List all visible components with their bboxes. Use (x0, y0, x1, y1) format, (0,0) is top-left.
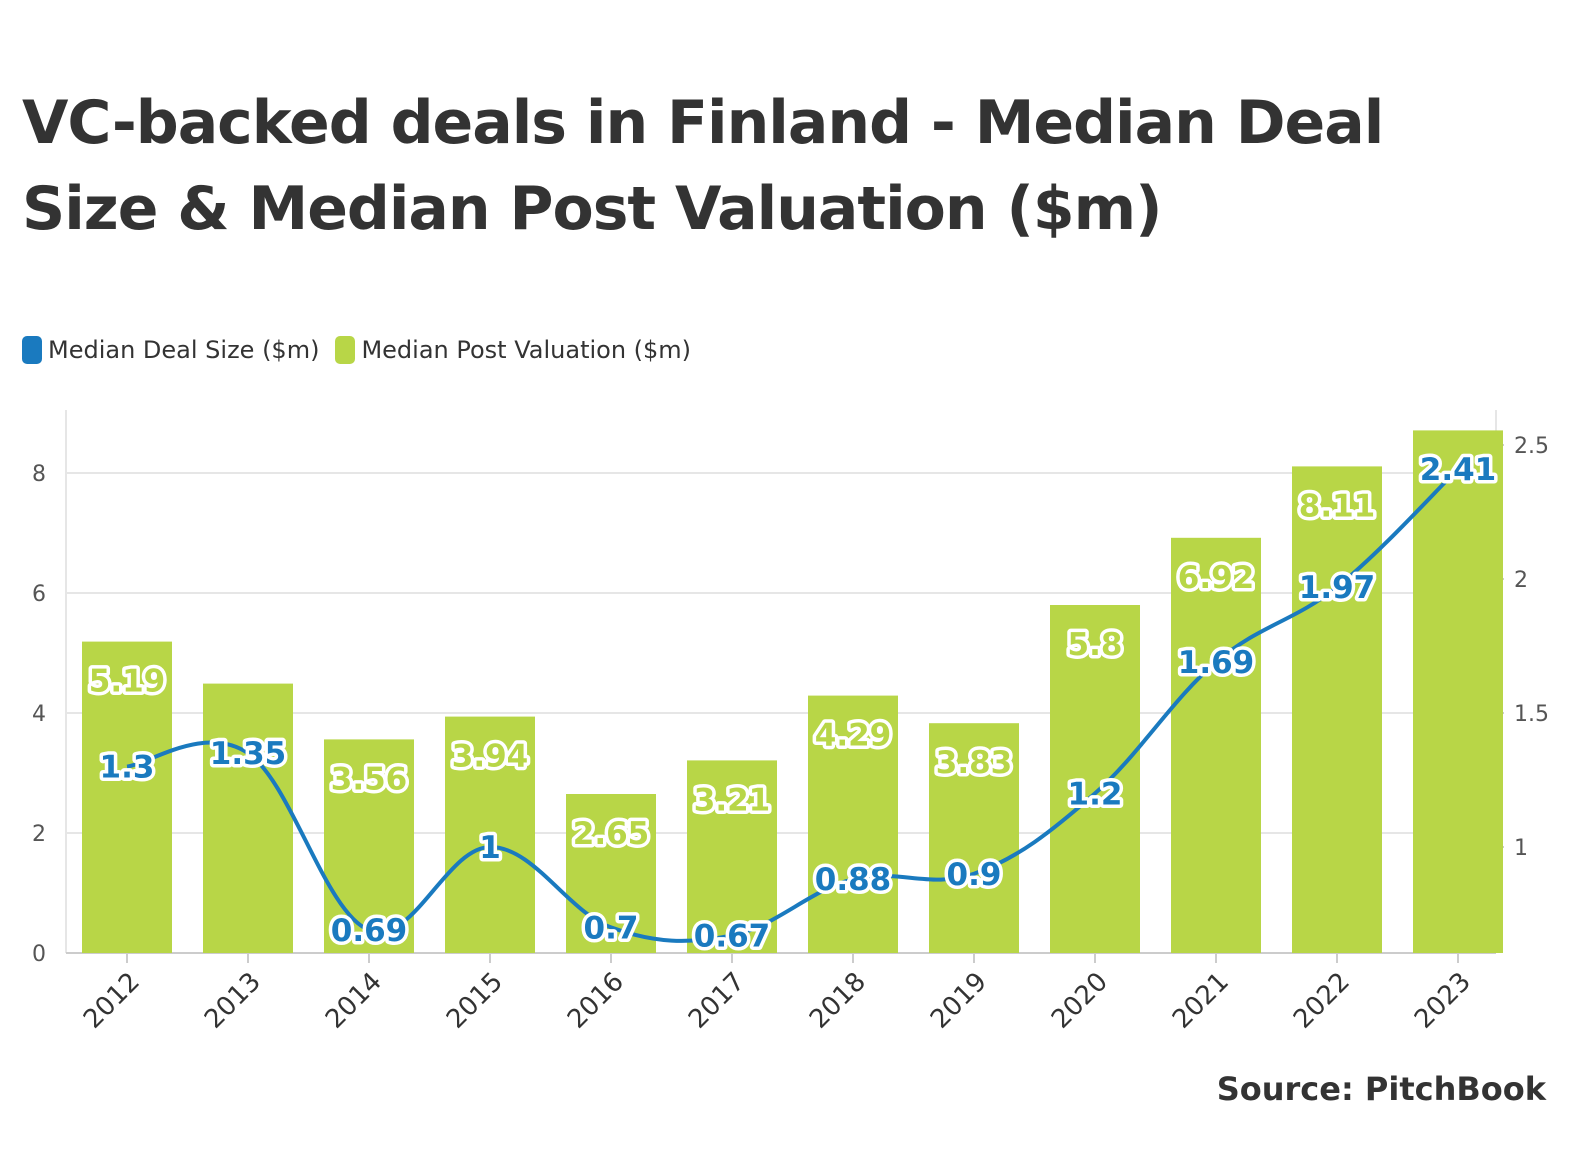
legend: Median Deal Size ($m) Median Post Valuat… (22, 334, 707, 366)
line-data-label: 1.3 (100, 750, 155, 786)
legend-swatch-post-valuation (335, 336, 356, 364)
x-tick-label: 2012 (78, 967, 146, 1035)
bar-data-label: 8.11 (1299, 488, 1376, 524)
y-right-tick-label: 1 (1514, 836, 1528, 861)
line-data-label: 1.69 (1178, 645, 1255, 681)
x-tick-label: 2019 (925, 967, 993, 1035)
line-data-label: 2.41 (1420, 452, 1497, 488)
bar-data-label: 6.92 (1178, 560, 1255, 596)
bar (687, 760, 777, 953)
source-note: Source: PitchBook (1216, 1070, 1546, 1108)
legend-item-deal-size[interactable]: Median Deal Size ($m) (22, 336, 319, 364)
x-tick-label: 2021 (1167, 967, 1235, 1035)
x-tick-label: 2015 (441, 967, 509, 1035)
bar-data-label: 5.8 (1068, 627, 1123, 663)
y-left-tick-label: 2 (32, 822, 46, 847)
bar (82, 641, 172, 953)
bar (445, 716, 535, 953)
bar (203, 683, 293, 953)
legend-item-post-valuation[interactable]: Median Post Valuation ($m) (335, 336, 691, 364)
x-tick-label: 2013 (199, 967, 267, 1035)
legend-swatch-deal-size (22, 336, 42, 364)
y-right-tick-label: 1.5 (1514, 702, 1549, 727)
y-right-tick-label: 2.5 (1514, 434, 1549, 459)
line-data-label: 0.69 (331, 913, 408, 949)
bar-data-label: 3.94 (452, 739, 529, 775)
bar-data-label: 4.29 (815, 718, 892, 754)
line-data-label: 0.67 (694, 918, 771, 954)
y-right-tick-label: 2 (1514, 568, 1528, 593)
bar (1292, 466, 1382, 953)
bar-data-label: 5.19 (89, 664, 166, 700)
bar (929, 723, 1019, 953)
bar-data-label: 3.21 (694, 782, 771, 818)
line-data-label: 0.9 (947, 857, 1002, 893)
bar (808, 695, 898, 953)
y-left-tick-label: 0 (32, 942, 46, 967)
x-tick-label: 2016 (562, 967, 630, 1035)
series-line (126, 467, 1460, 943)
legend-label-post-valuation: Median Post Valuation ($m) (361, 336, 692, 364)
y-left-tick-label: 8 (32, 462, 46, 487)
line-data-label: 1 (479, 830, 501, 866)
bar (1171, 537, 1261, 953)
x-tick-label: 2017 (683, 967, 751, 1035)
line-data-label: 0.88 (815, 862, 892, 898)
line-data-label: 0.7 (584, 910, 639, 946)
bar-data-label: 3.83 (936, 745, 1013, 781)
bar (1050, 605, 1140, 953)
line-data-label: 1.2 (1068, 776, 1123, 812)
x-tick-label: 2014 (320, 967, 388, 1035)
bar (324, 739, 414, 953)
bar-data-label: 3.56 (331, 761, 408, 797)
bar (1413, 430, 1503, 953)
x-tick-label: 2018 (804, 967, 872, 1035)
line-data-label: 1.35 (210, 736, 287, 772)
legend-label-deal-size: Median Deal Size ($m) (48, 336, 320, 364)
y-left-tick-label: 4 (32, 702, 46, 727)
y-left-tick-label: 6 (32, 582, 46, 607)
x-tick-label: 2020 (1046, 967, 1114, 1035)
x-tick-label: 2023 (1409, 967, 1477, 1035)
x-tick-label: 2022 (1288, 967, 1356, 1035)
line-data-label: 1.97 (1299, 570, 1376, 606)
chart-title: VC-backed deals in Finland - Median Deal… (22, 88, 1384, 244)
bar-data-label: 2.65 (573, 816, 650, 852)
